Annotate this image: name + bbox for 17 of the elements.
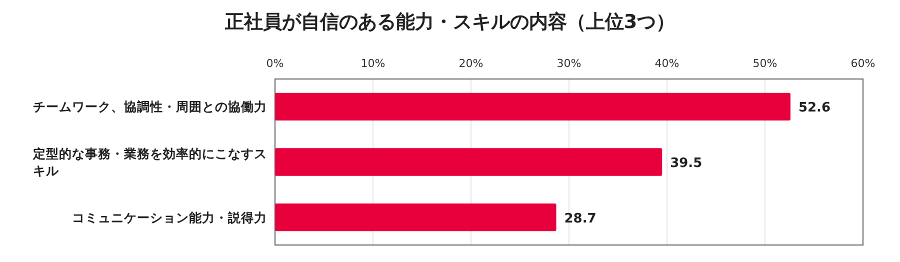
y-tick-label: 定型的な事務・業務を効率的にこなすスキル <box>32 146 267 178</box>
bar <box>275 148 662 176</box>
data-label: 39.5 <box>670 156 702 171</box>
data-label: 52.6 <box>798 100 831 116</box>
y-tick-label: チームワーク、協調性・周囲との協働力 <box>33 99 267 114</box>
x-tick-label: 50% <box>752 57 778 70</box>
bar <box>275 92 790 120</box>
y-tick-label: コミュニケーション能力・説得力 <box>72 210 267 225</box>
x-tick-label: 0% <box>266 57 284 70</box>
x-tick-label: 20% <box>458 57 484 70</box>
x-tick-label: 30% <box>556 57 582 70</box>
x-tick-label: 10% <box>360 57 386 70</box>
chart-title: 正社員が自信のある能力・スキルの内容（上位3つ） <box>224 11 676 33</box>
bar <box>275 204 556 232</box>
x-tick-label: 60% <box>850 57 876 70</box>
data-label: 28.7 <box>564 211 596 226</box>
x-tick-label: 40% <box>654 57 680 70</box>
